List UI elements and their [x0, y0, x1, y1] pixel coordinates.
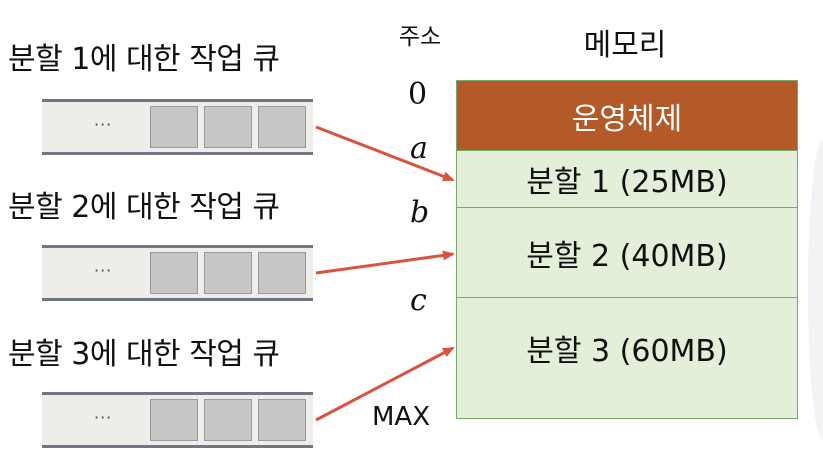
partition-2-segment: 분할 2 (40MB): [457, 208, 797, 298]
queue-2-title: 분할 2에 대한 작업 큐: [8, 190, 280, 225]
arrow-queue-2-to-partition-2: [315, 250, 455, 275]
address-max: MAX: [372, 402, 431, 432]
address-b: b: [410, 195, 430, 230]
queue-2-job-1: [150, 252, 198, 294]
edge-glow: [808, 140, 823, 440]
queue-2-job-3: [258, 252, 306, 294]
arrow-queue-3-to-partition-3: [315, 346, 455, 422]
memory-block: 운영체제 분할 1 (25MB) 분할 2 (40MB) 분할 3 (60MB): [456, 80, 798, 419]
address-c: c: [410, 283, 427, 318]
address-title: 주소: [398, 24, 442, 50]
partition-3-label: 분할 3 (60MB): [526, 334, 728, 369]
queue-1-ellipsis: ···: [94, 115, 113, 134]
queue-1-job-2: [204, 106, 252, 148]
queue-3: ···: [42, 392, 313, 448]
partition-2-label: 분할 2 (40MB): [526, 238, 728, 274]
partition-1-segment: 분할 1 (25MB): [457, 151, 797, 208]
queue-2-ellipsis: ···: [94, 261, 113, 280]
arrow-queue-1-to-partition-1: [315, 125, 455, 182]
operating-system-segment: 운영체제: [457, 81, 797, 151]
address-a: a: [410, 131, 428, 166]
queue-2: ···: [42, 245, 313, 301]
queue-3-job-2: [204, 399, 252, 441]
queue-1-title: 분할 1에 대한 작업 큐: [8, 42, 280, 77]
queue-3-job-3: [258, 399, 306, 441]
queue-1-job-3: [258, 106, 306, 148]
queue-3-title: 분할 3에 대한 작업 큐: [8, 337, 280, 372]
partition-1-label: 분할 1 (25MB): [526, 165, 728, 200]
partition-3-segment: 분할 3 (60MB): [457, 298, 797, 418]
queue-2-job-2: [204, 252, 252, 294]
queue-3-ellipsis: ···: [94, 408, 113, 427]
queue-1-job-1: [150, 106, 198, 148]
operating-system-label: 운영체제: [571, 101, 683, 137]
memory-title: 메모리: [583, 28, 667, 63]
queue-3-job-1: [150, 399, 198, 441]
address-zero: 0: [408, 77, 428, 112]
queue-1: ···: [42, 99, 313, 155]
